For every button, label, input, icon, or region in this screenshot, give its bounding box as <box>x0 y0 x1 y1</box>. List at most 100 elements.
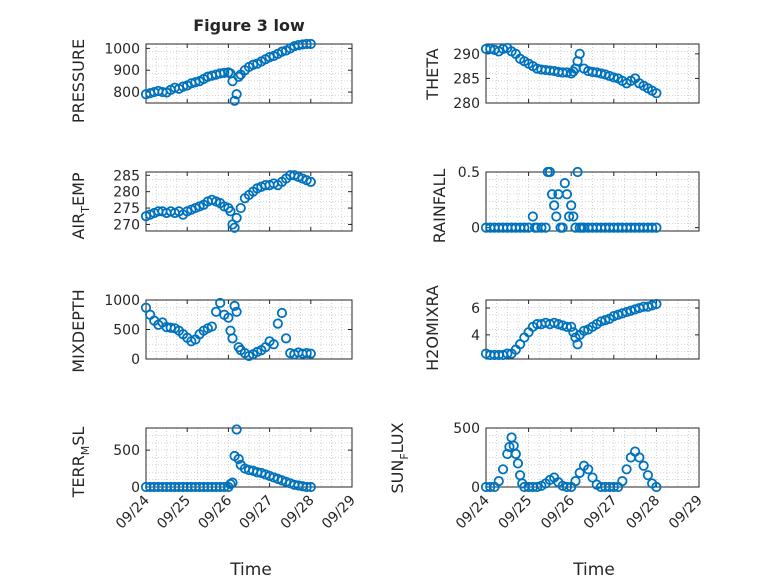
data-point-mixdepth <box>231 306 242 317</box>
data-point-terr_msl <box>231 424 242 435</box>
data-point-air_temp <box>305 176 316 187</box>
data-point-pressure <box>229 95 240 106</box>
data-point-sun_flux <box>629 446 641 457</box>
panel-h2omixra: H2OMIXRA 4 6 <box>423 285 700 371</box>
y-tick-label: 0 <box>471 221 480 237</box>
y-tick-label: 280 <box>113 185 140 201</box>
data-point-rainfall <box>647 222 658 233</box>
data-point-rainfall <box>551 211 562 222</box>
y-tick-label: 270 <box>113 217 140 233</box>
y-tick-label: 900 <box>113 63 140 79</box>
data-point-sun_flux <box>561 481 573 493</box>
data-point-air_temp <box>231 212 242 223</box>
data-point-mixdepth <box>215 297 226 309</box>
y-tick-label: 285 <box>113 168 140 184</box>
data-point-sun_flux <box>532 481 543 493</box>
figure-title: Figure 3 low <box>193 16 305 35</box>
data-point-rainfall <box>527 211 538 222</box>
axes-box-pressure <box>145 43 353 104</box>
x-tick-label: 09/25 <box>496 493 536 533</box>
data-point-h2omixra <box>566 321 577 332</box>
data-point-mixdepth <box>301 347 312 359</box>
data-point-pressure <box>219 67 230 78</box>
data-point-rainfall <box>651 222 662 233</box>
data-point-theta <box>561 67 573 78</box>
data-point-sun_flux <box>506 432 517 443</box>
axes-box-air_temp <box>145 171 353 232</box>
axes-box-h2omixra <box>485 299 700 360</box>
data-point-terr_msl <box>305 481 316 493</box>
y-tick-label: 500 <box>113 323 140 339</box>
x-tick-label: 09/27 <box>581 493 621 533</box>
data-point-h2omixra <box>647 300 658 311</box>
grid-terr_msl <box>145 427 353 488</box>
data-point-rainfall <box>563 211 575 222</box>
data-point-pressure <box>305 38 316 50</box>
data-point-sun_flux <box>574 467 585 478</box>
x-axis-label-sun-flux: Time <box>572 560 615 580</box>
panel-theta: THETA 280 285 290 <box>423 42 700 112</box>
data-point-h2omixra <box>651 298 662 310</box>
data-point-h2omixra <box>568 327 579 338</box>
data-point-terr_msl <box>227 477 238 488</box>
data-point-pressure <box>233 71 244 82</box>
y-axis-label-pressure: PRESSURE <box>69 39 88 123</box>
y-axis-label-h2omixra: H2OMIXRA <box>423 285 442 371</box>
data-point-theta <box>608 72 619 83</box>
y-tick-label: 280 <box>453 96 480 112</box>
grid-rainfall <box>485 171 700 232</box>
y-tick-label: 0 <box>131 480 140 496</box>
data-point-terr_msl <box>301 481 312 493</box>
y-tick-label: 1000 <box>104 293 140 309</box>
x-tick-label: 09/26 <box>538 492 578 532</box>
data-point-rainfall <box>568 211 579 222</box>
data-point-mixdepth <box>210 306 222 317</box>
data-point-sun_flux <box>638 460 649 471</box>
y-axis-label-rainfall: RAINFALL <box>430 169 449 244</box>
data-point-mixdepth <box>206 321 218 332</box>
y-tick-label: 0.5 <box>458 165 480 181</box>
data-point-terr_msl <box>233 453 244 465</box>
data-point-pressure <box>248 59 259 70</box>
data-point-mixdepth <box>223 312 234 323</box>
y-tick-label: 1000 <box>104 41 140 57</box>
panel-pressure: PRESSURE 800 900 1000 <box>69 38 353 123</box>
data-point-rainfall <box>557 222 568 233</box>
y-axis-label-theta: THETA <box>423 48 442 100</box>
data-point-h2omixra <box>600 315 611 326</box>
data-point-sun_flux <box>583 464 594 475</box>
data-point-air_temp <box>235 202 246 214</box>
panel-rainfall: RAINFALL 0 0.5 <box>430 165 700 244</box>
data-point-sun_flux <box>617 475 628 487</box>
data-point-theta <box>651 88 662 99</box>
data-point-theta <box>574 48 585 59</box>
y-axis-label-sun-flux: SUNFLUX <box>388 422 411 493</box>
grid-air_temp <box>145 171 353 232</box>
y-tick-label: 500 <box>453 421 480 437</box>
y-tick-label: 800 <box>113 85 140 101</box>
y-tick-label: 6 <box>471 301 480 317</box>
data-point-pressure <box>276 46 288 57</box>
y-axis-label-terr-msl: TERRMSL <box>69 427 92 499</box>
data-point-rainfall <box>536 222 547 233</box>
data-point-rainfall <box>566 200 577 211</box>
data-point-h2omixra <box>572 339 583 350</box>
data-point-rainfall <box>561 189 573 200</box>
data-point-mixdepth <box>227 333 238 344</box>
data-point-mixdepth <box>272 318 283 329</box>
data-point-sun_flux <box>608 481 619 493</box>
data-point-rainfall <box>559 178 570 189</box>
data-point-mixdepth <box>229 300 240 311</box>
data-point-sun_flux <box>485 481 496 493</box>
data-point-sun_flux <box>514 470 526 481</box>
x-tick-label: 09/26 <box>195 492 235 532</box>
data-point-sun_flux <box>651 481 662 493</box>
y-tick-label: 0 <box>471 480 480 496</box>
data-point-rainfall <box>519 222 530 233</box>
data-point-pressure <box>190 77 201 88</box>
panel-mixdepth: MIXDEPTH 0 500 1000 <box>69 289 353 373</box>
data-point-rainfall <box>572 166 583 178</box>
data-point-sun_flux <box>634 452 645 463</box>
x-tick-label: 09/25 <box>154 493 194 533</box>
x-tick-label: 09/28 <box>623 493 663 533</box>
